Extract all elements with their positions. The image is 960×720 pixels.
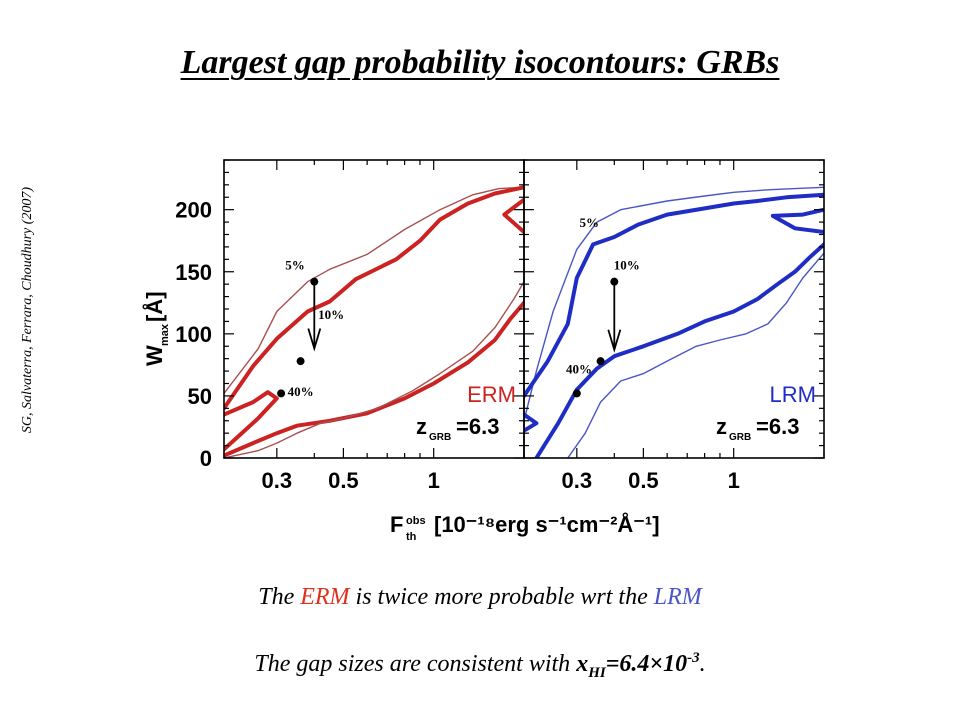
x-axis-label-sup: obs <box>406 515 426 527</box>
x-axis-label: F <box>390 512 403 537</box>
contour-erm-1 <box>224 185 524 411</box>
y-tick-label-3: 150 <box>175 260 212 285</box>
x-axis-label-sub: th <box>406 531 417 543</box>
data-point-erm-2 <box>277 389 286 398</box>
arrow-head-erm <box>307 328 322 352</box>
contour-lrm-5 <box>524 412 539 433</box>
annotation-lrm-0: 5% <box>579 215 599 230</box>
contour-lrm-3 <box>567 252 824 458</box>
y-axis-label: W <box>142 345 167 366</box>
y-tick-label-1: 50 <box>188 384 212 409</box>
data-point-erm-0 <box>310 277 319 286</box>
contour-lrm-1 <box>524 192 824 398</box>
x-tick-label-1-1: 0.5 <box>628 468 659 493</box>
z-value-lrm: =6.3 <box>756 414 799 439</box>
panel-label-erm: ERM <box>467 382 516 407</box>
data-point-lrm-0 <box>610 277 619 286</box>
consistency-line: The gap sizes are consistent with xHI=6.… <box>0 650 960 682</box>
consistency-x: x <box>576 651 589 677</box>
contour-erm-3 <box>224 280 524 458</box>
summary-line: The ERM is twice more probable wrt the L… <box>0 584 960 611</box>
y-tick-label-2: 100 <box>175 322 212 347</box>
x-tick-label-1-2: 1 <box>728 468 740 493</box>
x-tick-label-1-0: 0.3 <box>562 468 593 493</box>
arrow-head-lrm <box>607 329 622 353</box>
annotation-lrm-2: 40% <box>566 362 592 377</box>
x-tick-label-0-1: 0.5 <box>328 468 359 493</box>
annotation-erm-2: 40% <box>288 384 314 399</box>
slide-title: Largest gap probability isocontours: GRB… <box>0 44 960 82</box>
contour-lrm-2 <box>534 242 824 458</box>
z-sub-erm: GRB <box>429 432 451 443</box>
contour-erm-4 <box>224 390 279 452</box>
contour-erm-2 <box>224 300 524 458</box>
z-value-erm: =6.3 <box>456 414 499 439</box>
x-axis-units: [10⁻¹⁸erg s⁻¹cm⁻²Å⁻¹] <box>434 511 660 537</box>
annotation-erm-1: 10% <box>318 307 344 322</box>
x-tick-label-0-2: 1 <box>428 468 440 493</box>
z-label-lrm: z <box>716 414 727 439</box>
x-tick-label-0-0: 0.3 <box>262 468 293 493</box>
y-tick-label-4: 200 <box>175 198 212 223</box>
summary-pre: The <box>258 584 301 610</box>
contour-lrm-4 <box>770 207 824 234</box>
annotation-erm-0: 5% <box>285 257 305 272</box>
slide-title-text: Largest gap probability isocontours: GRB… <box>180 44 780 81</box>
panel-label-lrm: LRM <box>770 382 816 407</box>
consistency-exp: -3 <box>687 650 700 666</box>
summary-erm: ERM <box>300 584 350 610</box>
y-tick-label-0: 0 <box>200 446 212 471</box>
z-sub-lrm: GRB <box>729 432 751 443</box>
consistency-end: . <box>699 651 706 677</box>
summary-mid: is twice more probable wrt the <box>349 584 654 610</box>
consistency-eq: =6.4 <box>605 651 650 677</box>
annotation-lrm-1: 10% <box>614 257 640 272</box>
contour-erm-0 <box>224 186 524 395</box>
data-point-erm-1 <box>296 357 305 366</box>
consistency-x-sub: HI <box>588 664 606 681</box>
data-point-lrm-1 <box>596 357 605 366</box>
consistency-times: × <box>649 651 664 677</box>
data-point-lrm-2 <box>572 389 581 398</box>
y-axis-label-sub: max <box>159 323 171 346</box>
contour-erm-5 <box>502 197 524 234</box>
consistency-pre: The gap sizes are consistent with <box>254 651 577 677</box>
y-axis-units: [Å] <box>141 291 167 322</box>
credit-text: SG, Salvaterra, Ferrara, Choudhury (2007… <box>20 186 35 434</box>
consistency-ten: 10 <box>663 651 688 677</box>
contour-lrm-0 <box>524 186 824 422</box>
summary-lrm: LRM <box>653 584 702 610</box>
z-label-erm: z <box>416 414 427 439</box>
